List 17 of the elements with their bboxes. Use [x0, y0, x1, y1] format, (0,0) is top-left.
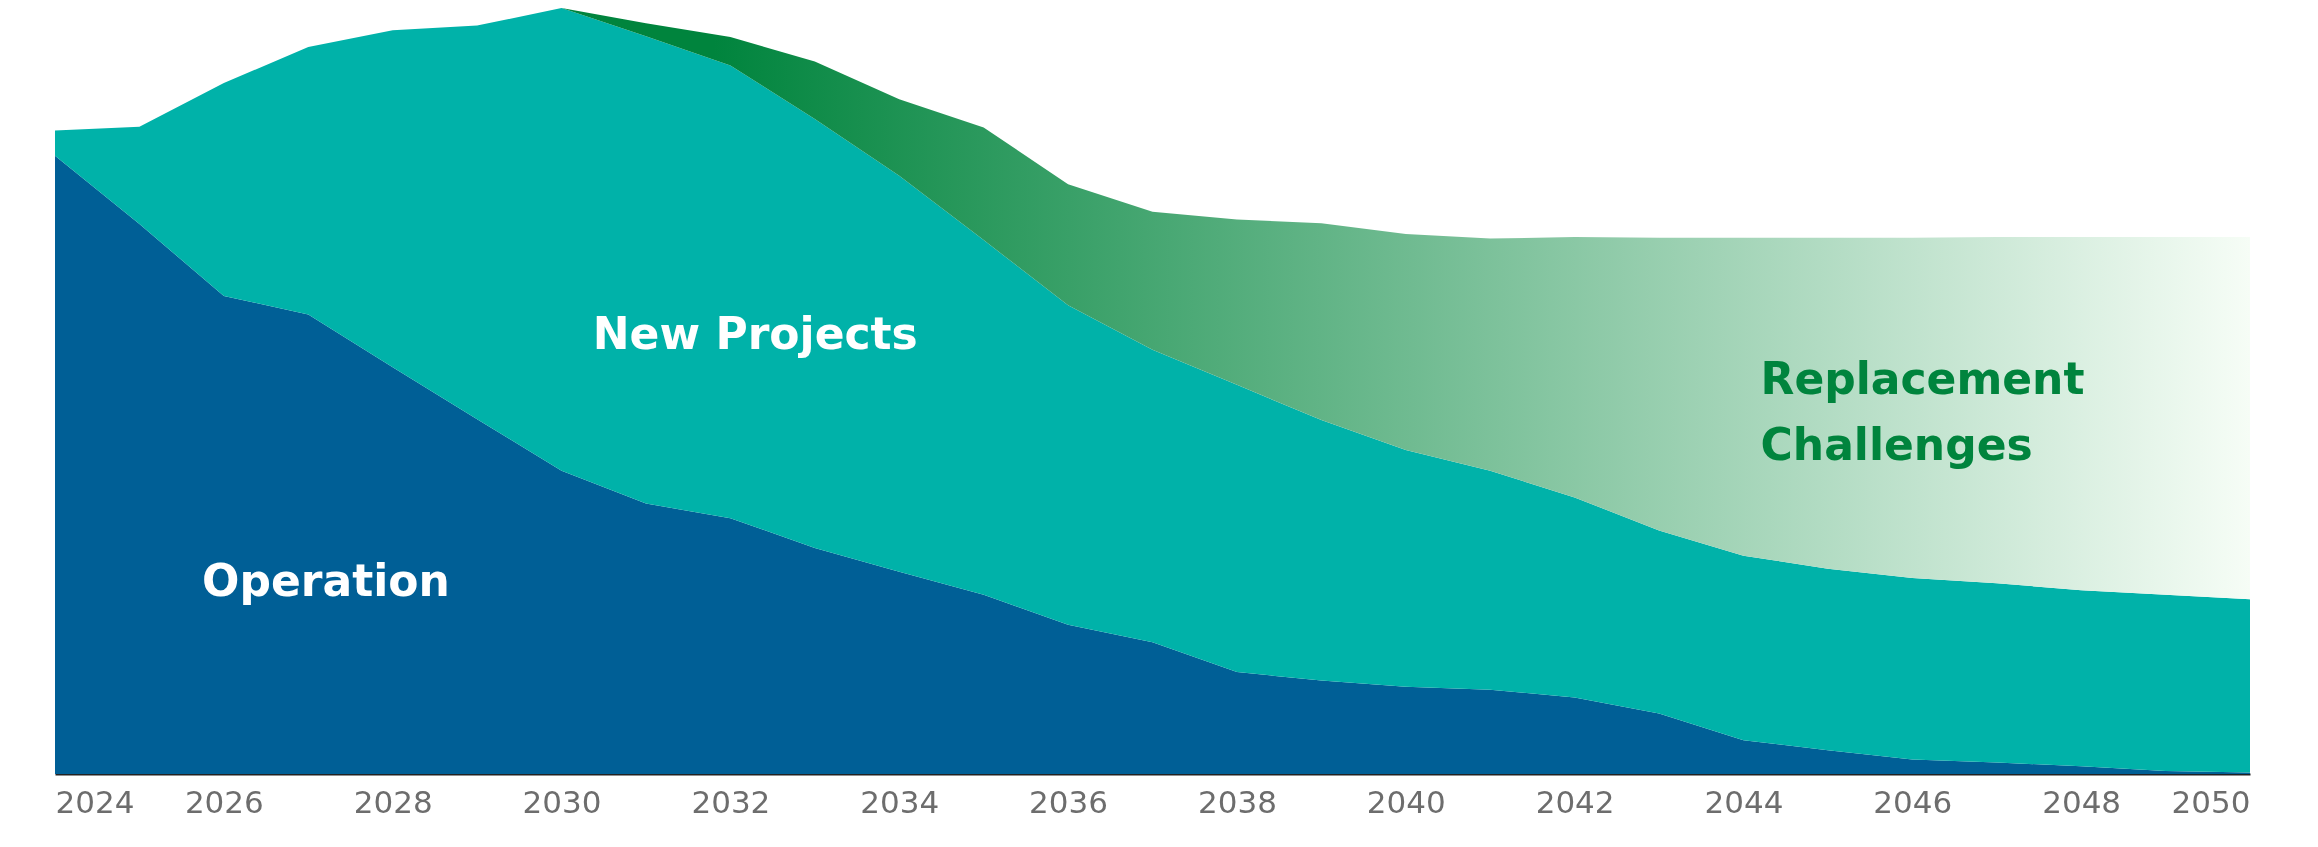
x-tick-label: 2036 — [1029, 783, 1109, 820]
x-tick-label: 2042 — [1535, 783, 1615, 820]
x-tick-label: 2026 — [184, 783, 264, 820]
x-tick-label: 2040 — [1366, 783, 1446, 820]
x-tick-label: 2030 — [522, 783, 602, 820]
series-label: Replacement Challenges — [1760, 352, 2085, 470]
series-label: New Projects — [592, 308, 918, 360]
x-tick-label: 2048 — [2042, 783, 2122, 820]
x-tick-label: 2038 — [1197, 783, 1277, 820]
x-tick-label: 2032 — [691, 783, 771, 820]
x-tick-label: 2034 — [860, 783, 940, 820]
series-label: Operation — [202, 554, 450, 606]
x-tick-label: 2046 — [1873, 783, 1953, 820]
x-tick-label: 2024 — [55, 783, 135, 820]
x-tick-label: 2028 — [353, 783, 433, 820]
x-tick-label: 2044 — [1704, 783, 1784, 820]
x-tick-label: 2050 — [2171, 783, 2251, 820]
